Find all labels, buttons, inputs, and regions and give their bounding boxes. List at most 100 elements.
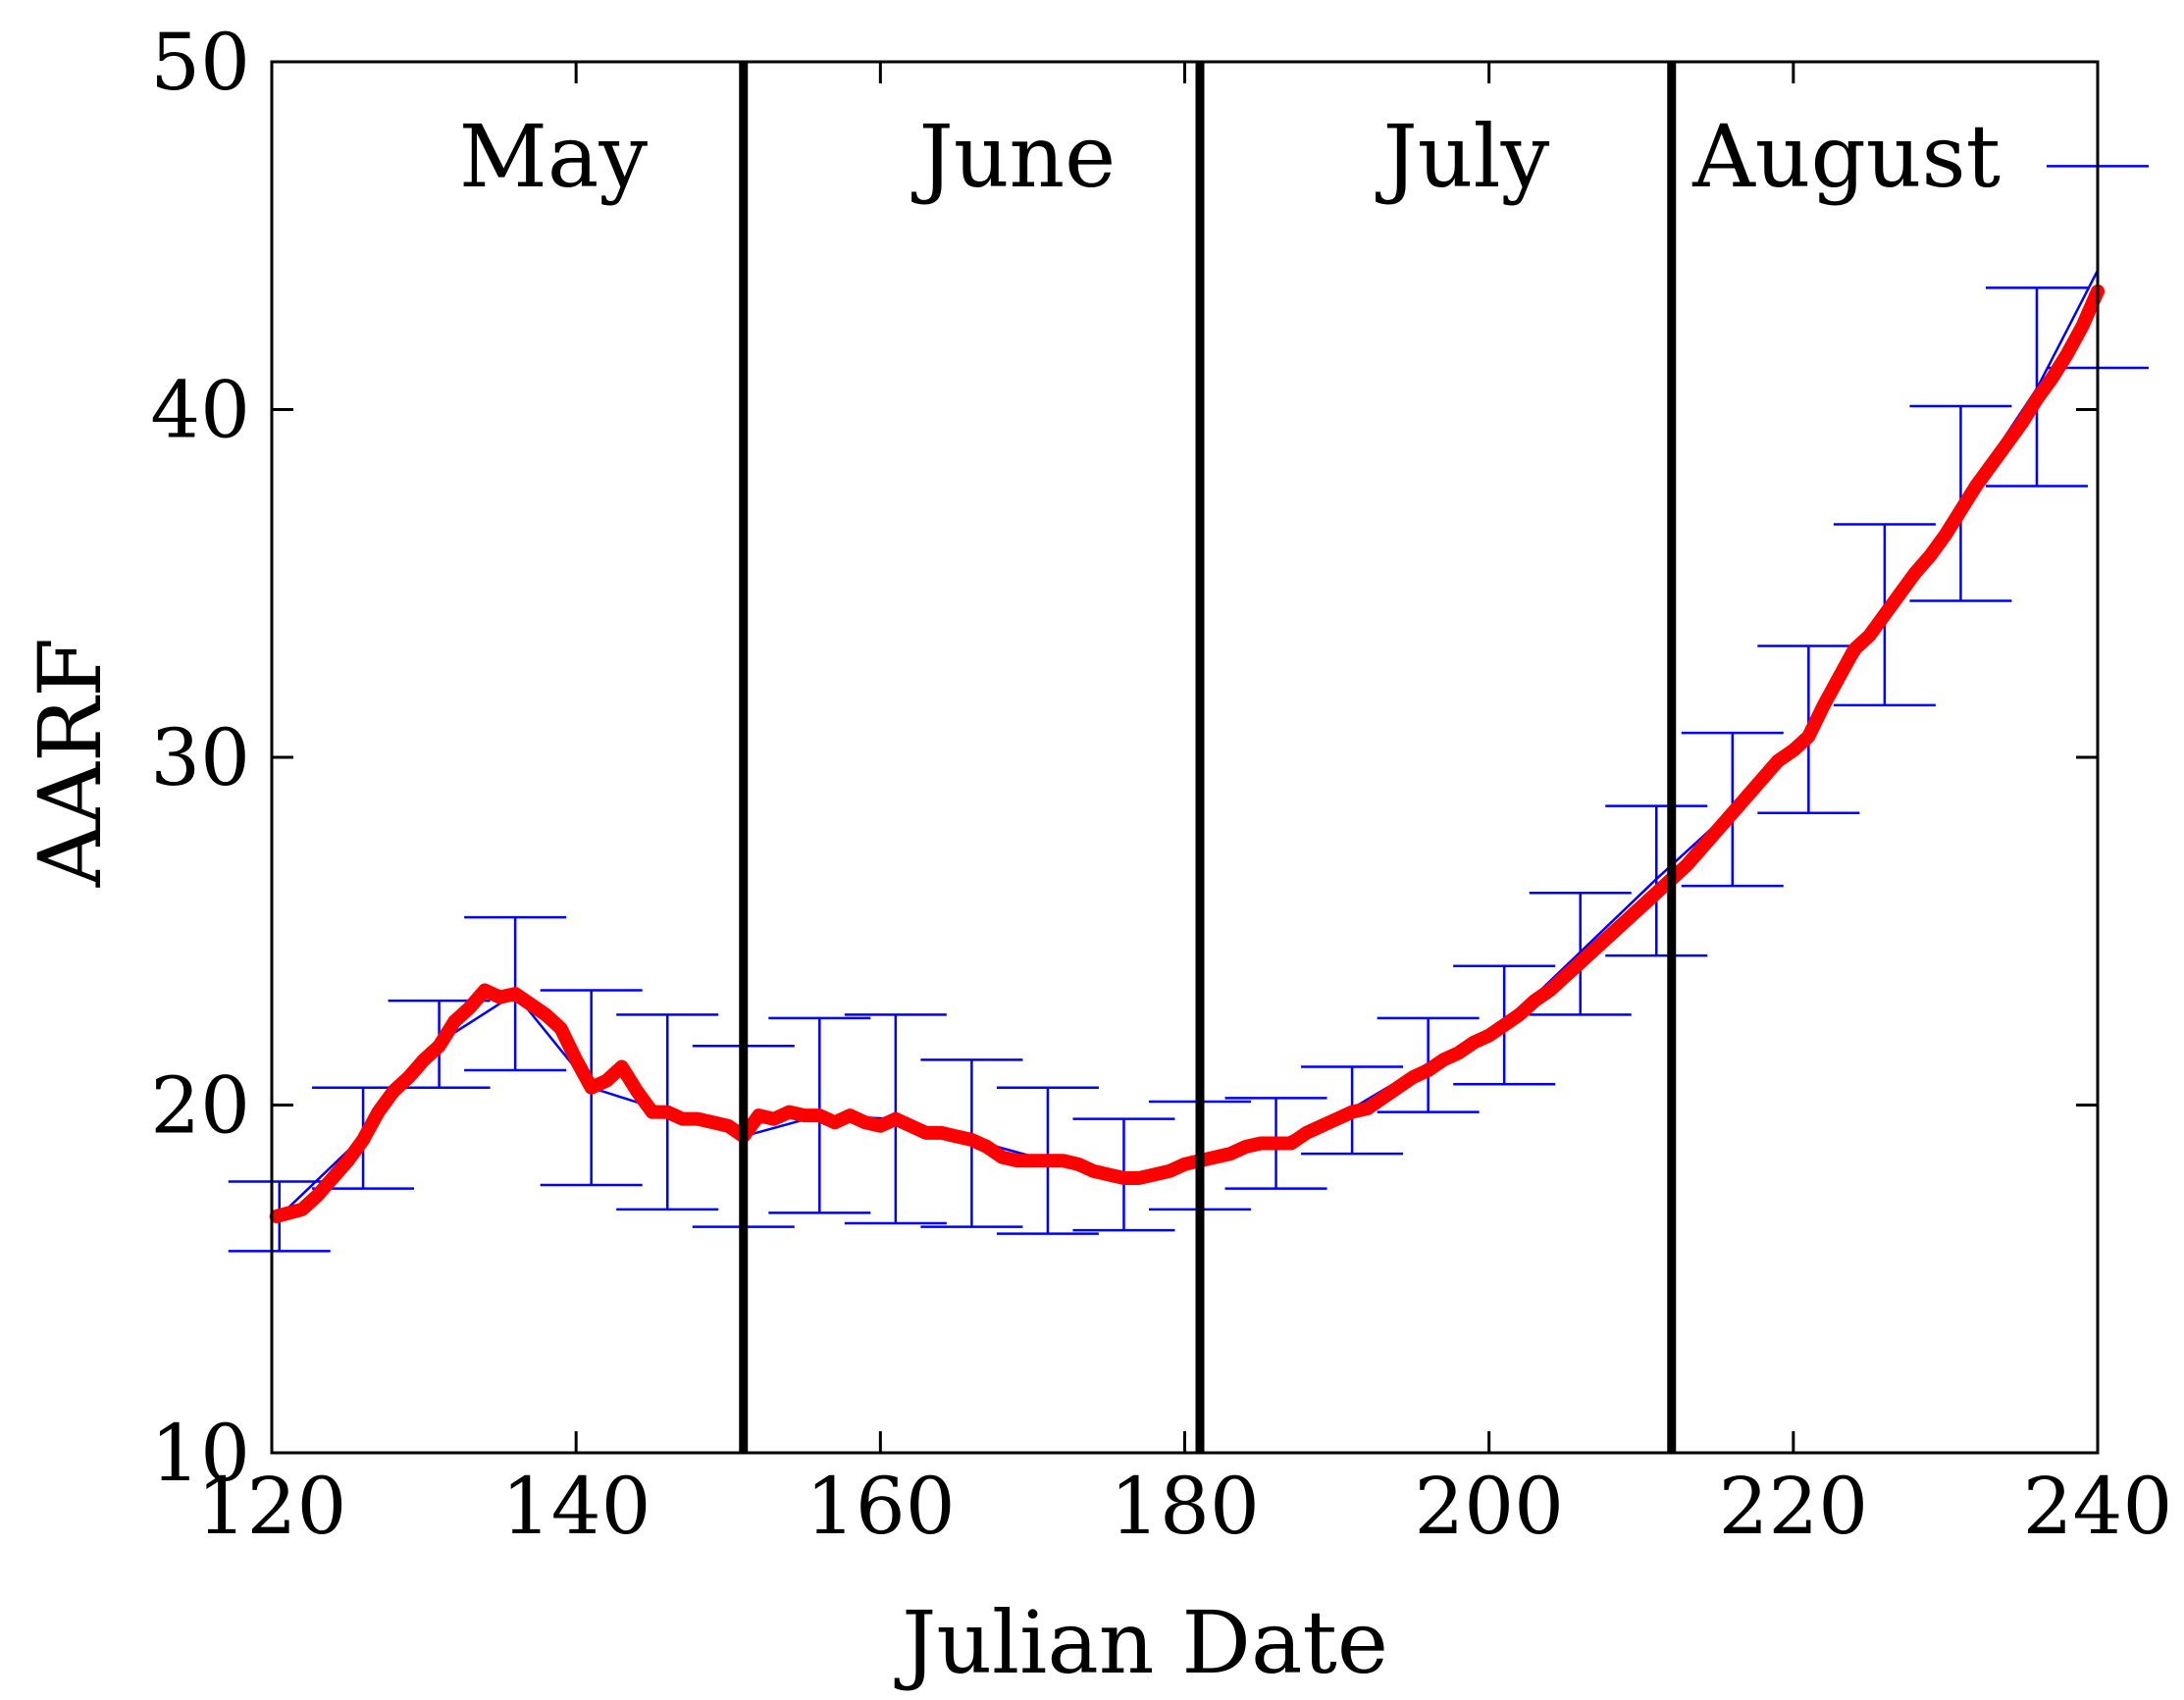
- series-point: [970, 1138, 973, 1141]
- series-point: [1015, 1159, 1018, 1162]
- series-point: [636, 1090, 639, 1093]
- series-point: [1214, 1156, 1217, 1159]
- series-point: [2035, 397, 2038, 400]
- series-point: [894, 1117, 897, 1120]
- x-tick-label: 120: [197, 1461, 347, 1552]
- series-point: [275, 1214, 278, 1217]
- x-tick-label: 160: [806, 1461, 956, 1552]
- series-point: [1868, 634, 1871, 637]
- series-point: [620, 1065, 623, 1068]
- series-point: [1351, 1110, 1354, 1113]
- series-point: [1244, 1146, 1247, 1149]
- series-point: [332, 1176, 335, 1179]
- series-point: [1944, 534, 1947, 537]
- series-point: [1122, 1176, 1125, 1179]
- series-point: [940, 1131, 943, 1134]
- series-point: [1852, 648, 1855, 651]
- series-point: [1442, 1058, 1445, 1061]
- series-point: [346, 1159, 349, 1162]
- series-point: [863, 1121, 866, 1124]
- series-point: [1974, 485, 1977, 488]
- series-point: [1168, 1169, 1170, 1172]
- series-point: [377, 1110, 380, 1113]
- y-tick-label: 10: [150, 1408, 250, 1499]
- series-point: [833, 1121, 836, 1124]
- series-point: [1594, 947, 1597, 950]
- y-tick-label: 50: [150, 17, 250, 108]
- series-point: [590, 1086, 593, 1089]
- series-point: [1001, 1156, 1004, 1159]
- series-point: [559, 1027, 562, 1030]
- series-point: [1487, 1034, 1490, 1037]
- series-point: [1929, 554, 1932, 557]
- series-point: [1427, 1069, 1430, 1072]
- series-point: [484, 989, 487, 992]
- series-point: [1260, 1142, 1263, 1145]
- series-point: [1137, 1176, 1140, 1179]
- x-tick-label: 200: [1414, 1461, 1564, 1552]
- series-point: [1092, 1169, 1095, 1172]
- series-point: [1838, 676, 1841, 679]
- series-point: [1229, 1153, 1232, 1156]
- series-point: [1913, 572, 1916, 575]
- series-point: [818, 1114, 821, 1117]
- series-point: [1639, 905, 1642, 908]
- series-point: [2051, 377, 2054, 380]
- series-point: [681, 1117, 684, 1120]
- series-point: [545, 1013, 547, 1016]
- series-point: [1686, 863, 1689, 866]
- x-tick-label: 180: [1110, 1461, 1260, 1552]
- series-point: [2065, 352, 2068, 355]
- series-point: [1046, 1159, 1049, 1162]
- series-point: [1062, 1159, 1065, 1162]
- series-point: [498, 996, 501, 999]
- series-point: [1473, 1041, 1476, 1044]
- series-point: [924, 1131, 927, 1134]
- errorbar: [1985, 286, 2088, 488]
- series-point: [1107, 1173, 1110, 1176]
- series-point: [849, 1114, 852, 1117]
- series-point: [1990, 464, 1993, 467]
- series-point: [697, 1117, 700, 1120]
- series-point: [1898, 592, 1901, 595]
- series-point: [514, 993, 517, 996]
- series-point: [1274, 1142, 1277, 1145]
- series-point: [1518, 1013, 1521, 1016]
- month-label-july: July: [1375, 106, 1549, 207]
- month-label-august: August: [1691, 106, 2001, 207]
- series-point: [438, 1045, 441, 1048]
- series-point: [1076, 1162, 1079, 1165]
- x-tick-label: 220: [1718, 1461, 1868, 1552]
- series-point: [1959, 509, 1962, 512]
- series-point: [575, 1058, 578, 1061]
- series-point: [1457, 1052, 1460, 1055]
- series-point: [1655, 892, 1658, 895]
- y-tick-label: 20: [150, 1060, 250, 1152]
- y-axis-title: AARF: [20, 638, 121, 888]
- series-point: [711, 1121, 714, 1124]
- series-point: [1031, 1159, 1034, 1162]
- series-point: [301, 1208, 304, 1211]
- series-point: [1716, 829, 1719, 832]
- series-point: [1822, 703, 1825, 706]
- series-point: [1305, 1131, 1308, 1134]
- x-axis-title: Julian Date: [894, 1592, 1388, 1693]
- series-point: [2020, 422, 2023, 425]
- series-point: [529, 1003, 532, 1005]
- series-point: [1579, 961, 1582, 964]
- series-point: [453, 1020, 456, 1023]
- series-point: [468, 1006, 471, 1009]
- series-point: [985, 1146, 988, 1149]
- errorbar: [1605, 804, 1708, 957]
- series-point: [1564, 975, 1567, 978]
- series-point: [757, 1114, 760, 1117]
- series-point: [1807, 735, 1810, 738]
- series-point: [1366, 1108, 1369, 1110]
- y-tick-label: 40: [150, 365, 250, 456]
- series-point: [788, 1110, 791, 1113]
- series-point: [879, 1124, 882, 1127]
- series-point: [1183, 1162, 1186, 1165]
- series-point: [1761, 777, 1764, 780]
